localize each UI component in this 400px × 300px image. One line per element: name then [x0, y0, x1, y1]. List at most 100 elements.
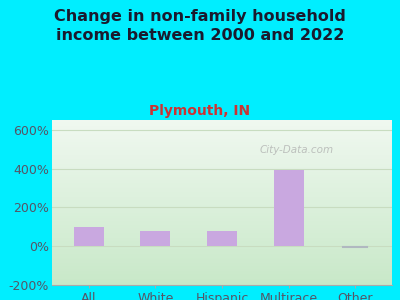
- Bar: [52, 143, 392, 145]
- Bar: [52, 138, 392, 140]
- Bar: [52, 151, 392, 153]
- Text: Plymouth, IN: Plymouth, IN: [150, 103, 250, 118]
- Bar: [52, 254, 392, 255]
- Bar: [52, 282, 392, 283]
- Bar: [52, 241, 392, 242]
- Bar: [52, 150, 392, 151]
- Bar: [52, 196, 392, 197]
- Bar: [52, 255, 392, 257]
- Bar: [52, 245, 392, 247]
- Bar: [52, 234, 392, 236]
- Bar: [52, 263, 392, 265]
- Bar: [52, 128, 392, 130]
- Bar: [52, 194, 392, 196]
- Bar: [52, 197, 392, 199]
- Bar: [52, 270, 392, 272]
- Bar: [52, 158, 392, 160]
- Bar: [52, 133, 392, 135]
- Bar: [52, 214, 392, 216]
- Bar: [52, 216, 392, 217]
- Bar: [52, 250, 392, 252]
- Bar: [52, 283, 392, 285]
- Bar: [74, 227, 104, 246]
- Bar: [52, 277, 392, 278]
- Bar: [52, 268, 392, 270]
- Bar: [52, 153, 392, 154]
- Bar: [52, 156, 392, 158]
- Bar: [52, 222, 392, 224]
- Bar: [52, 247, 392, 249]
- Bar: [52, 160, 392, 161]
- Text: Change in non-family household
income between 2000 and 2022: Change in non-family household income be…: [54, 9, 346, 43]
- Bar: [52, 188, 392, 189]
- Bar: [52, 191, 392, 193]
- Bar: [52, 145, 392, 146]
- Bar: [52, 141, 392, 143]
- Bar: [52, 181, 392, 183]
- Bar: [52, 267, 392, 268]
- Bar: [52, 265, 392, 267]
- Bar: [52, 174, 392, 176]
- Bar: [52, 184, 392, 186]
- Bar: [52, 131, 392, 133]
- Bar: [52, 280, 392, 282]
- Bar: [52, 208, 392, 209]
- Bar: [52, 168, 392, 169]
- Bar: [52, 130, 392, 131]
- Bar: [52, 202, 392, 204]
- Bar: [52, 206, 392, 208]
- Bar: [52, 146, 392, 148]
- Bar: [52, 239, 392, 241]
- Bar: [52, 275, 392, 277]
- Bar: [52, 166, 392, 168]
- Bar: [52, 140, 392, 141]
- Bar: [52, 189, 392, 191]
- Bar: [52, 155, 392, 156]
- Bar: [52, 201, 392, 202]
- Bar: [52, 229, 392, 230]
- Bar: [52, 176, 392, 178]
- Bar: [52, 211, 392, 212]
- Bar: [207, 231, 237, 246]
- Text: City-Data.com: City-Data.com: [260, 145, 334, 155]
- Bar: [52, 230, 392, 232]
- Bar: [52, 173, 392, 174]
- Bar: [52, 236, 392, 237]
- Bar: [52, 237, 392, 239]
- Bar: [52, 259, 392, 260]
- Bar: [52, 217, 392, 219]
- Bar: [52, 186, 392, 188]
- Bar: [52, 209, 392, 211]
- Bar: [52, 249, 392, 250]
- Bar: [52, 148, 392, 150]
- Bar: [274, 170, 304, 246]
- Bar: [52, 120, 392, 122]
- Bar: [52, 220, 392, 222]
- Bar: [52, 244, 392, 245]
- Bar: [52, 125, 392, 127]
- Bar: [52, 262, 392, 263]
- Bar: [52, 260, 392, 262]
- Bar: [52, 232, 392, 234]
- Bar: [52, 212, 392, 214]
- Bar: [52, 164, 392, 166]
- Bar: [52, 161, 392, 163]
- Bar: [52, 169, 392, 171]
- Bar: [52, 178, 392, 179]
- Bar: [140, 231, 170, 246]
- Bar: [52, 171, 392, 173]
- Bar: [52, 219, 392, 220]
- Bar: [52, 136, 392, 138]
- Bar: [52, 257, 392, 259]
- Bar: [52, 183, 392, 184]
- Bar: [52, 199, 392, 201]
- Bar: [52, 135, 392, 137]
- Bar: [52, 224, 392, 226]
- Bar: [52, 122, 392, 123]
- Bar: [52, 274, 392, 275]
- Bar: [52, 226, 392, 227]
- Bar: [52, 163, 392, 164]
- Bar: [52, 193, 392, 194]
- Bar: [52, 123, 392, 125]
- Bar: [52, 227, 392, 229]
